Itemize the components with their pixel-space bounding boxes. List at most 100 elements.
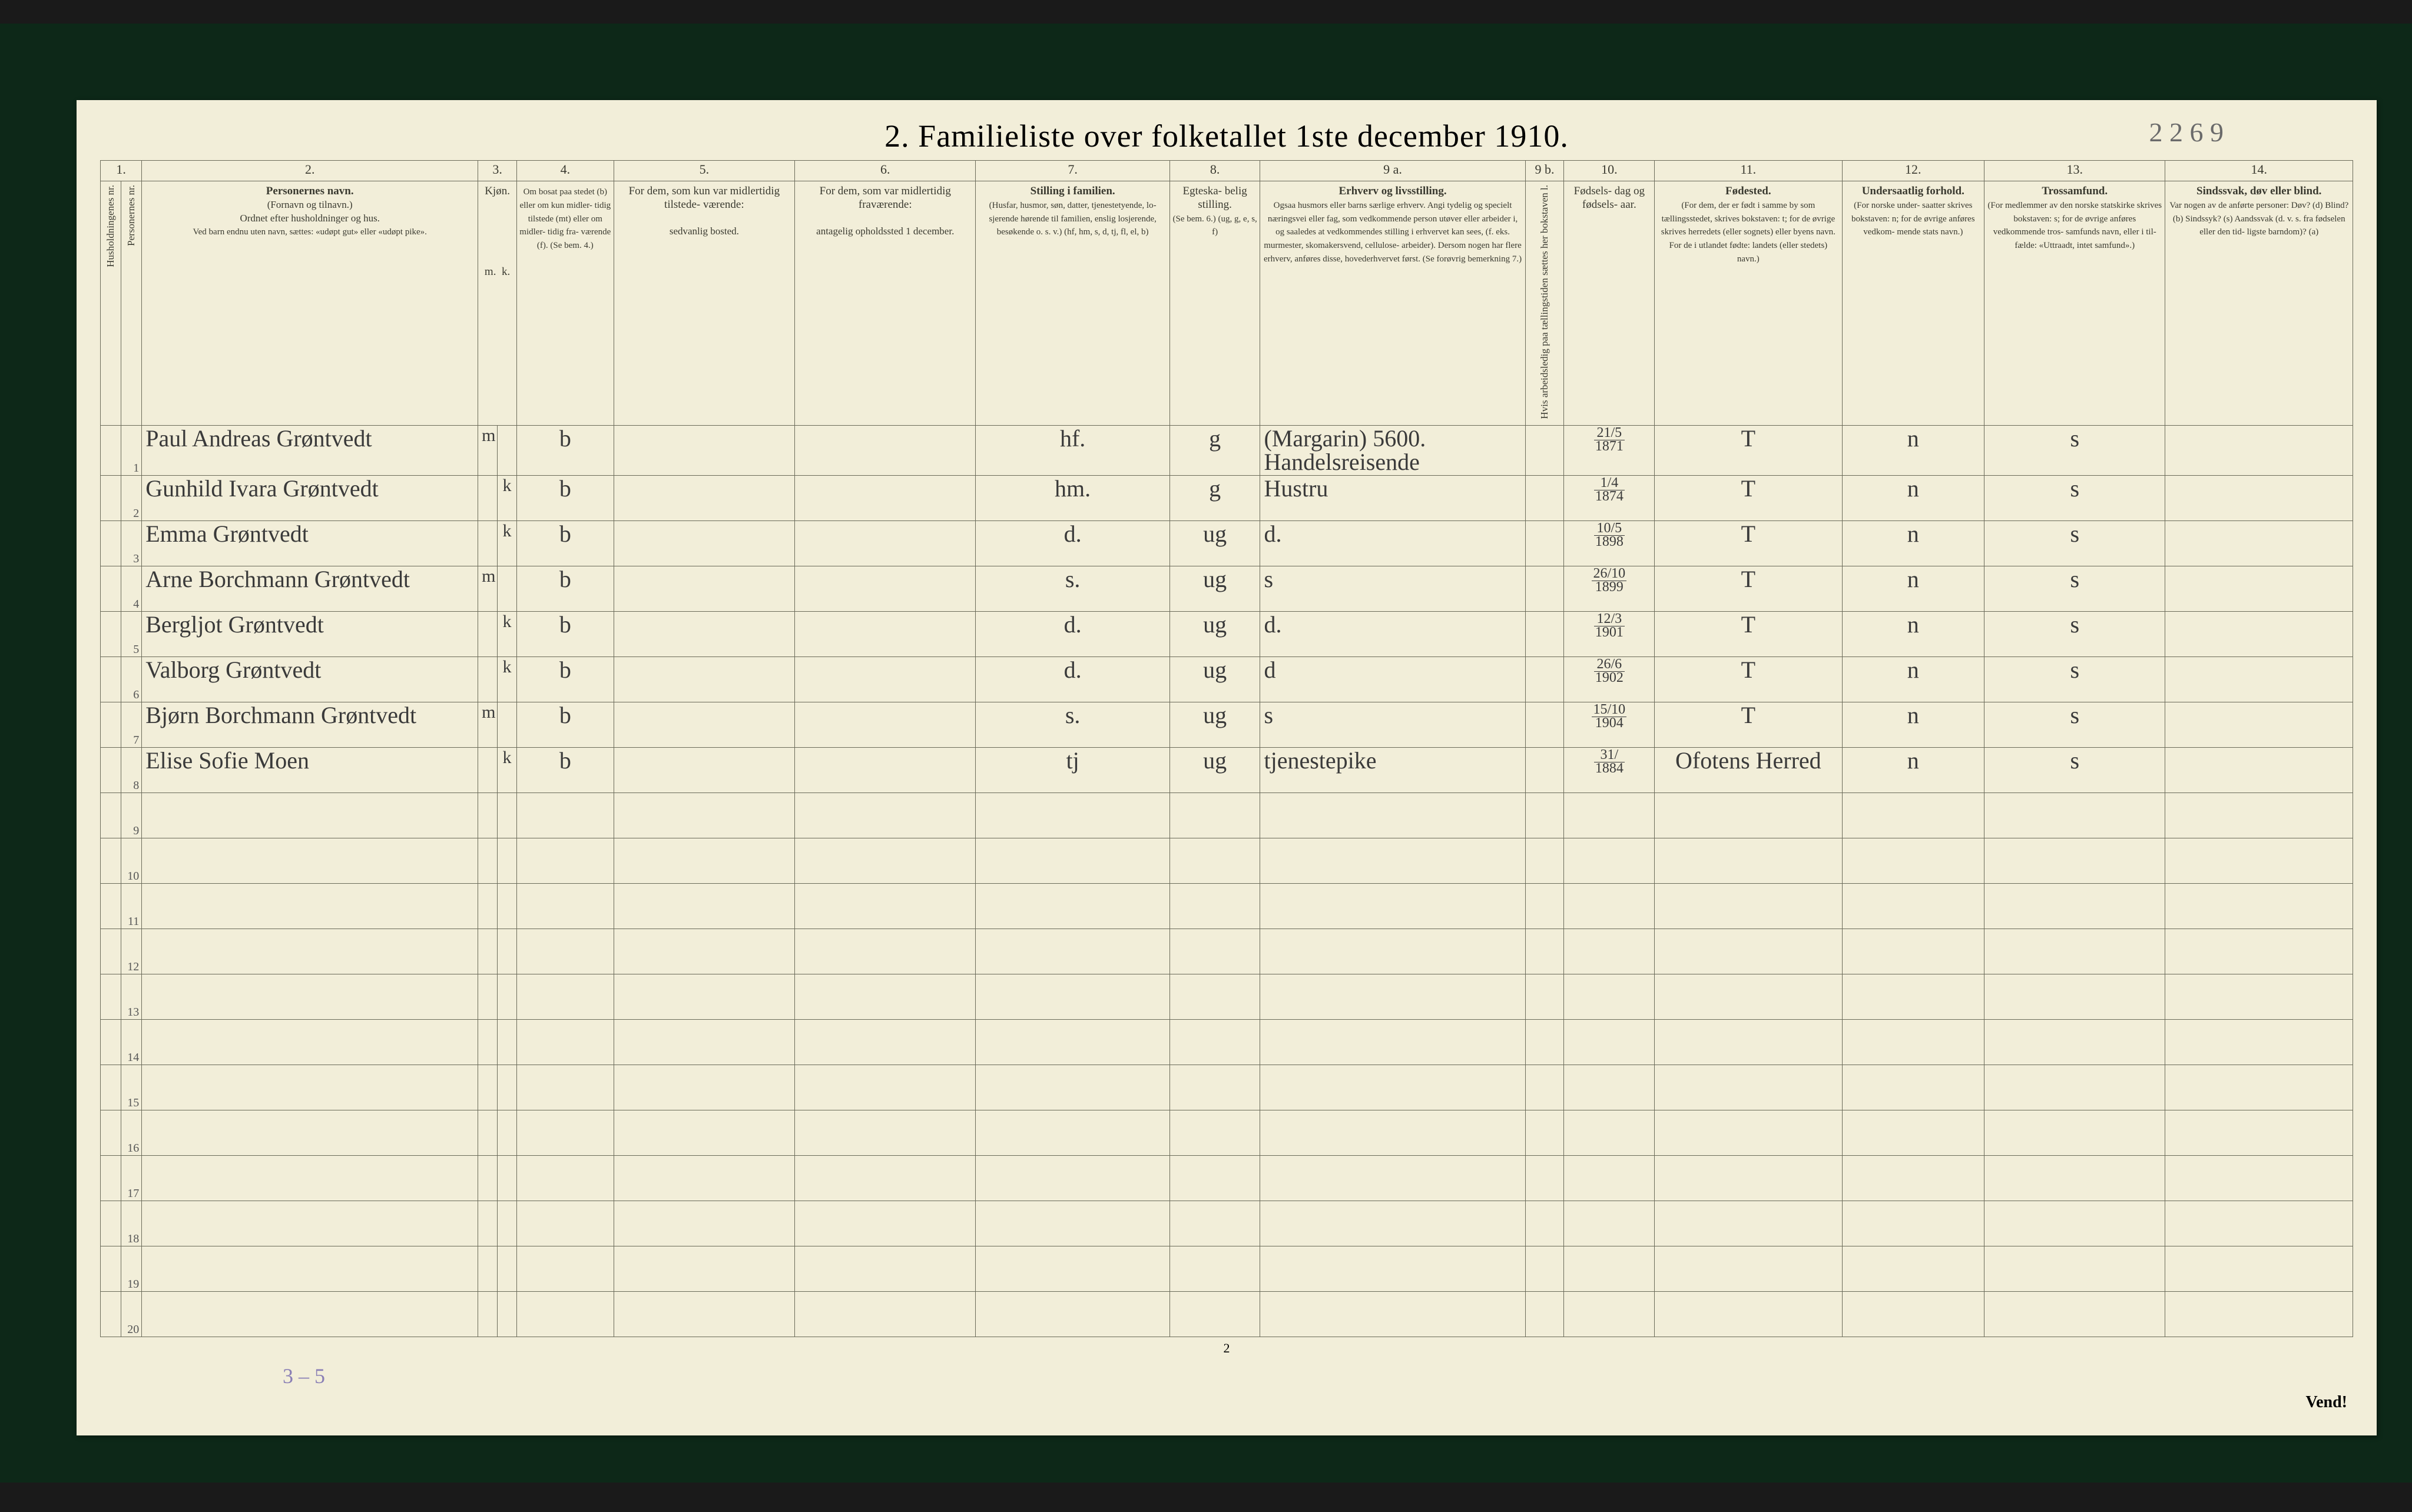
cell-9b [1525,476,1564,521]
cell-12 [1842,1020,1984,1065]
cell-bosat [516,1020,614,1065]
cell-bosat: b [516,566,614,612]
cell-8 [1169,929,1260,974]
cell-11 [1655,884,1842,929]
cell-10 [1564,1020,1655,1065]
cell-9b [1525,793,1564,838]
cell-sex-m [478,657,498,702]
table-row: 10 [101,838,2353,884]
cell-14 [2165,1020,2353,1065]
cell-pers-nr: 3 [121,521,142,566]
cell-11 [1655,1201,1842,1246]
scan-border: 2. Familieliste over folketallet 1ste de… [0,24,2412,1483]
cell-sex-m [478,1065,498,1110]
cell-sex-m: m [478,426,498,476]
cell-14 [2165,929,2353,974]
cell-bosat [516,838,614,884]
col-num-3: 3. [478,161,517,181]
cell-12 [1842,1110,1984,1156]
cell-8 [1169,1246,1260,1292]
cell-sex-m [478,476,498,521]
cell-11: T [1655,476,1842,521]
hdr-9b: Hvis arbeidsledig paa tællingstiden sætt… [1525,181,1564,426]
cell-hush [101,521,121,566]
cell-14 [2165,748,2353,793]
page-number: 2 [100,1341,2353,1356]
cell-13: s [1984,657,2165,702]
cell-9b [1525,426,1564,476]
cell-6 [795,521,976,566]
cell-pers-nr: 16 [121,1110,142,1156]
hdr-6: For dem, som var midlertidig fraværende:… [795,181,976,426]
cell-13 [1984,1156,2165,1201]
cell-8 [1169,838,1260,884]
hdr-husholdning: Husholdningenes nr. [101,181,121,426]
cell-7 [976,838,1169,884]
cell-9a: (Margarin) 5600. Handelsreisende [1260,426,1525,476]
cell-hush [101,566,121,612]
cell-6 [795,1201,976,1246]
cell-12: n [1842,657,1984,702]
cell-13 [1984,974,2165,1020]
hdr-bosat: Om bosat paa stedet (b) eller om kun mid… [516,181,614,426]
cell-name [142,929,478,974]
cell-bosat [516,929,614,974]
cell-10: 26/61902 [1564,657,1655,702]
cell-14 [2165,521,2353,566]
cell-sex-m [478,521,498,566]
table-row: 11 [101,884,2353,929]
table-row: 2Gunhild Ivara Grøntvedtkbhm.gHustru1/41… [101,476,2353,521]
cell-name [142,1065,478,1110]
cell-9a [1260,884,1525,929]
cell-5 [614,1110,794,1156]
cell-pers-nr: 10 [121,838,142,884]
cell-sex-m [478,1292,498,1337]
cell-14 [2165,702,2353,748]
cell-11: Ofotens Herred [1655,748,1842,793]
cell-8 [1169,1110,1260,1156]
cell-8: g [1169,426,1260,476]
cell-9a: d [1260,657,1525,702]
cell-7 [976,1201,1169,1246]
cell-7 [976,974,1169,1020]
table-row: 6Valborg Grøntvedtkbd.ugd26/61902Tns [101,657,2353,702]
table-row: 16 [101,1110,2353,1156]
cell-bosat [516,1156,614,1201]
cell-bosat [516,1201,614,1246]
cell-7 [976,1020,1169,1065]
cell-bosat [516,793,614,838]
cell-6 [795,1292,976,1337]
cell-10: 1/41874 [1564,476,1655,521]
cell-hush [101,748,121,793]
cell-9a [1260,793,1525,838]
cell-9a [1260,1201,1525,1246]
cell-sex-k [498,1246,517,1292]
cell-7 [976,793,1169,838]
cell-7: d. [976,521,1169,566]
cell-10 [1564,838,1655,884]
cell-10: 15/101904 [1564,702,1655,748]
cell-10: 26/101899 [1564,566,1655,612]
cell-sex-m [478,1110,498,1156]
cell-6 [795,566,976,612]
cell-12: n [1842,748,1984,793]
cell-9b [1525,702,1564,748]
cell-9a [1260,1065,1525,1110]
cell-9a: tjenestepike [1260,748,1525,793]
cell-12: n [1842,476,1984,521]
cell-hush [101,884,121,929]
cell-14 [2165,1292,2353,1337]
table-row: 13 [101,974,2353,1020]
cell-sex-k [498,793,517,838]
cell-bosat: b [516,657,614,702]
cell-5 [614,657,794,702]
cell-name [142,1110,478,1156]
cell-7 [976,1065,1169,1110]
cell-6 [795,884,976,929]
cell-pers-nr: 4 [121,566,142,612]
handwritten-ref: 2 2 6 9 [2149,117,2224,148]
cell-11: T [1655,521,1842,566]
cell-13 [1984,1110,2165,1156]
cell-14 [2165,1246,2353,1292]
cell-14 [2165,476,2353,521]
